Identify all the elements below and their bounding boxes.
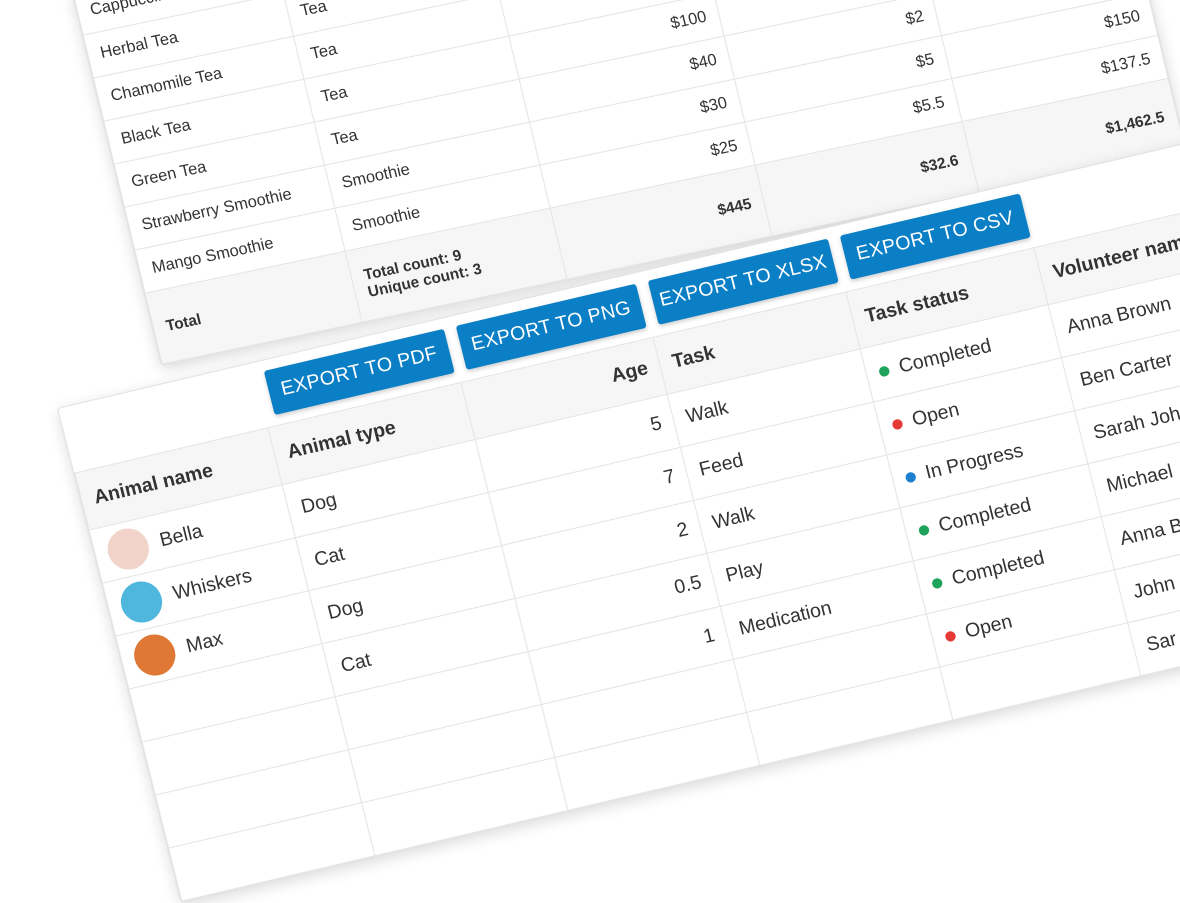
status-text: Completed (949, 547, 1047, 590)
status-text: Open (909, 398, 962, 431)
status-text: In Progress (923, 439, 1026, 484)
animal-name: Whiskers (170, 565, 255, 605)
screen: Cappuccino Herbal Tea Tea Chamomile Tea Tea B… (57, 0, 1180, 903)
status-dot (944, 630, 957, 643)
status-dot (904, 471, 918, 484)
page: Export demo {"back_table": { "rows": [ [… (57, 0, 1180, 903)
status-text: Completed (936, 494, 1034, 537)
avatar (129, 630, 180, 680)
status-dot (917, 524, 931, 537)
status-dot (891, 418, 904, 431)
animal-name: Bella (157, 520, 206, 552)
status-dot (931, 577, 944, 590)
avatar (116, 577, 167, 627)
animal-name: Max (184, 628, 226, 658)
status-text: Open (962, 610, 1015, 643)
avatar (103, 524, 154, 574)
status-text: Completed (896, 335, 994, 378)
status-dot (878, 365, 891, 378)
